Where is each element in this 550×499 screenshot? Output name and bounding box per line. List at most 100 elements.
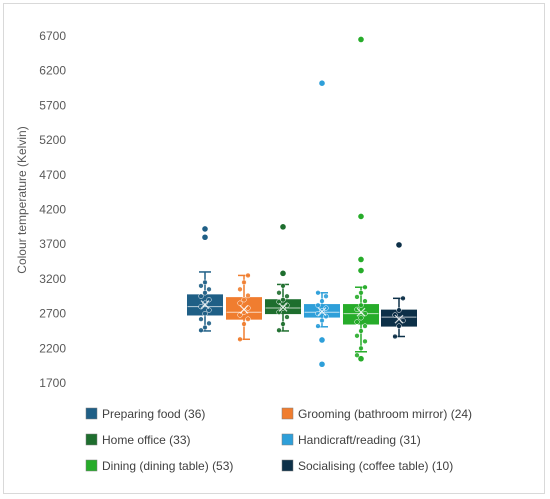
data-point — [237, 336, 243, 342]
box-series — [226, 272, 262, 342]
data-point — [354, 319, 360, 325]
legend-swatch — [281, 459, 294, 472]
outlier-point — [358, 267, 364, 274]
data-point — [358, 328, 364, 334]
y-tick-label: 4200 — [39, 203, 66, 217]
data-point — [276, 327, 282, 333]
outlier-point — [358, 256, 364, 263]
data-point — [280, 321, 286, 327]
data-point — [202, 300, 208, 306]
outlier-point — [358, 355, 364, 362]
outlier-point — [202, 234, 208, 241]
data-point — [280, 297, 286, 303]
legend-item-label: Socialising (coffee table) (10) — [298, 459, 453, 473]
data-point — [245, 292, 251, 299]
outlier-point — [396, 242, 402, 248]
mean-marker — [278, 302, 288, 312]
data-point — [206, 297, 212, 303]
data-point — [276, 290, 282, 296]
data-point — [358, 345, 364, 351]
data-point — [358, 302, 364, 308]
box-series — [187, 226, 223, 333]
data-point — [284, 293, 290, 299]
y-tick-label: 5700 — [39, 98, 66, 112]
outlier-point — [280, 270, 286, 277]
data-point — [396, 307, 402, 313]
data-point — [202, 290, 208, 296]
data-point — [245, 272, 251, 279]
data-point — [202, 324, 208, 331]
data-point — [354, 352, 360, 358]
data-point — [362, 298, 368, 304]
legend-item-label: Handicraft/reading (31) — [298, 433, 421, 447]
data-point — [241, 321, 247, 327]
legend-item-label: Preparing food (36) — [102, 407, 205, 421]
legend-item-label: Dining (dining table) (53) — [102, 459, 233, 473]
y-tick-label: 2200 — [39, 341, 66, 355]
mean-marker — [356, 307, 366, 317]
data-point — [237, 300, 243, 306]
data-point — [206, 286, 212, 292]
y-axis-label: Colour temperature (Kelvin) — [15, 126, 29, 273]
data-point — [206, 320, 212, 326]
data-point — [319, 317, 325, 324]
legend-swatch — [281, 433, 294, 446]
data-point — [323, 313, 329, 320]
data-point — [358, 315, 364, 321]
data-point — [315, 290, 321, 296]
data-point — [315, 323, 321, 329]
data-point — [396, 323, 402, 329]
outlier-point — [319, 337, 325, 343]
mean-marker — [317, 307, 327, 316]
legend: Preparing food (36) Grooming (bathroom mi… — [85, 407, 472, 473]
data-point — [198, 327, 204, 333]
y-tick-label: 3700 — [39, 237, 66, 251]
data-point — [354, 306, 360, 313]
outlier-point — [202, 226, 208, 232]
data-point — [202, 279, 208, 286]
data-point — [241, 279, 247, 286]
data-point — [284, 314, 290, 320]
legend-item-label: Grooming (bathroom mirror) (24) — [298, 407, 472, 421]
y-axis: 1700 2200 2700 3200 3700 4200 4700 5200 5700 6200… — [39, 29, 66, 390]
outlier-point — [358, 213, 364, 220]
legend-swatch — [85, 459, 98, 472]
data-point — [358, 290, 364, 296]
mean-marker — [394, 314, 404, 324]
y-tick-label: 4700 — [39, 168, 66, 182]
data-point — [276, 309, 282, 315]
box-series — [265, 224, 301, 333]
data-point — [354, 294, 360, 300]
data-point — [198, 316, 204, 322]
data-point — [362, 338, 368, 345]
y-tick-label: 3200 — [39, 272, 66, 286]
data-point — [198, 283, 204, 289]
data-point — [198, 293, 204, 299]
y-tick-label: 6700 — [39, 29, 66, 43]
y-tick-label: 1700 — [39, 376, 66, 390]
data-point — [202, 310, 208, 317]
y-tick-label: 2700 — [39, 307, 66, 321]
data-point — [315, 302, 321, 308]
legend-swatch — [281, 407, 294, 420]
y-tick-label: 5200 — [39, 133, 66, 147]
mean-marker — [239, 305, 249, 314]
data-point — [392, 333, 398, 340]
data-point — [323, 293, 329, 299]
legend-swatch — [85, 407, 98, 420]
data-point — [354, 333, 360, 339]
data-point — [280, 283, 286, 289]
mean-marker — [200, 300, 210, 310]
data-point — [362, 284, 368, 290]
data-point — [245, 316, 251, 322]
box-series — [381, 242, 417, 340]
outlier-point — [280, 224, 286, 230]
data-point — [400, 295, 406, 301]
outlier-point — [319, 80, 325, 86]
outlier-point — [358, 36, 364, 43]
box-series — [343, 36, 379, 362]
data-point — [237, 286, 243, 292]
box-series — [304, 80, 340, 368]
legend-item-label: Home office (33) — [102, 433, 190, 447]
